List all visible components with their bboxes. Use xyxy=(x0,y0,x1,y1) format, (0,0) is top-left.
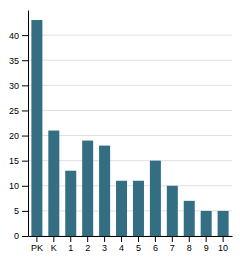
x-tick-mark xyxy=(121,236,122,242)
bar xyxy=(201,211,212,236)
x-tick-mark xyxy=(206,236,207,242)
y-tick: 30 xyxy=(9,81,28,91)
x-tick-mark xyxy=(223,236,224,242)
y-tick-mark xyxy=(22,161,28,162)
bar xyxy=(65,171,76,236)
y-tick-label: 30 xyxy=(9,81,19,91)
bar xyxy=(184,201,195,236)
y-tick-mark xyxy=(22,136,28,137)
y-tick: 5 xyxy=(14,206,28,216)
y-tick-mark xyxy=(22,236,28,237)
y-tick: 40 xyxy=(9,30,28,40)
y-tick-label: 35 xyxy=(9,56,19,66)
x-tick: 5 xyxy=(136,236,141,253)
x-tick: 10 xyxy=(218,236,228,253)
y-tick-mark xyxy=(22,60,28,61)
y-tick-mark xyxy=(22,85,28,86)
x-tick-mark xyxy=(36,236,37,242)
x-tick-label: 3 xyxy=(102,243,107,253)
y-tick-label: 20 xyxy=(9,131,19,141)
x-tick-mark xyxy=(104,236,105,242)
y-tick: 35 xyxy=(9,56,28,66)
x-tick: 7 xyxy=(170,236,175,253)
x-tick-label: 10 xyxy=(218,243,228,253)
grid-line xyxy=(28,85,232,86)
x-tick-label: 8 xyxy=(187,243,192,253)
x-tick: 4 xyxy=(119,236,124,253)
x-tick-mark xyxy=(70,236,71,242)
x-tick-mark xyxy=(172,236,173,242)
bar xyxy=(167,186,178,236)
x-tick-mark xyxy=(138,236,139,242)
y-tick-label: 5 xyxy=(14,206,19,216)
x-tick-label: 2 xyxy=(85,243,90,253)
x-tick-mark xyxy=(155,236,156,242)
y-tick-label: 15 xyxy=(9,156,19,166)
bar xyxy=(48,131,59,236)
chart: 0 5 10 15 20 25 30 35 40 PK K 1 2 3 4 5 6 7 8 9 10 xyxy=(0,0,240,258)
x-tick: 2 xyxy=(85,236,90,253)
grid-line xyxy=(28,60,232,61)
x-tick: 9 xyxy=(204,236,209,253)
y-tick-label: 0 xyxy=(14,231,19,241)
bar xyxy=(116,181,127,236)
x-tick-mark xyxy=(189,236,190,242)
x-tick: 1 xyxy=(68,236,73,253)
bar xyxy=(150,161,161,236)
grid-line xyxy=(28,35,232,36)
y-tick: 20 xyxy=(9,131,28,141)
bars xyxy=(31,20,228,236)
plot: 0 5 10 15 20 25 30 35 40 PK K 1 2 3 4 5 6 7 8 9 10 xyxy=(9,11,233,254)
x-tick-label: 4 xyxy=(119,243,124,253)
bar xyxy=(31,20,42,236)
bar xyxy=(82,141,93,236)
x-tick-mark xyxy=(53,236,54,242)
x-tick-label: K xyxy=(51,243,57,253)
x-tick: PK xyxy=(31,236,43,253)
x-tick-mark xyxy=(87,236,88,242)
x-tick-label: 7 xyxy=(170,243,175,253)
y-tick: 15 xyxy=(9,156,28,166)
bar xyxy=(133,181,144,236)
y-tick: 10 xyxy=(9,181,28,191)
y-tick: 0 xyxy=(14,231,28,241)
grid xyxy=(28,35,232,236)
y-tick-mark xyxy=(22,186,28,187)
x-tick-label: 6 xyxy=(153,243,158,253)
y-tick: 25 xyxy=(9,106,28,116)
bar xyxy=(218,211,229,236)
y-tick-mark xyxy=(22,211,28,212)
x-tick: 3 xyxy=(102,236,107,253)
y-axis: 0 5 10 15 20 25 30 35 40 xyxy=(9,11,29,242)
y-axis-line xyxy=(28,11,29,237)
x-tick-label: 5 xyxy=(136,243,141,253)
grid-line xyxy=(28,110,232,111)
y-tick-label: 40 xyxy=(9,30,19,40)
x-tick: K xyxy=(51,236,57,253)
y-tick-mark xyxy=(22,35,28,36)
x-axis-line xyxy=(29,236,233,237)
x-tick-label: 1 xyxy=(68,243,73,253)
y-tick-label: 25 xyxy=(9,106,19,116)
bar xyxy=(99,146,110,236)
x-axis: PK K 1 2 3 4 5 6 7 8 9 10 xyxy=(29,236,233,253)
y-tick-mark xyxy=(22,110,28,111)
x-tick-label: 9 xyxy=(204,243,209,253)
x-tick: 8 xyxy=(187,236,192,253)
x-tick: 6 xyxy=(153,236,158,253)
x-tick-label: PK xyxy=(31,243,43,253)
y-tick-label: 10 xyxy=(9,181,19,191)
